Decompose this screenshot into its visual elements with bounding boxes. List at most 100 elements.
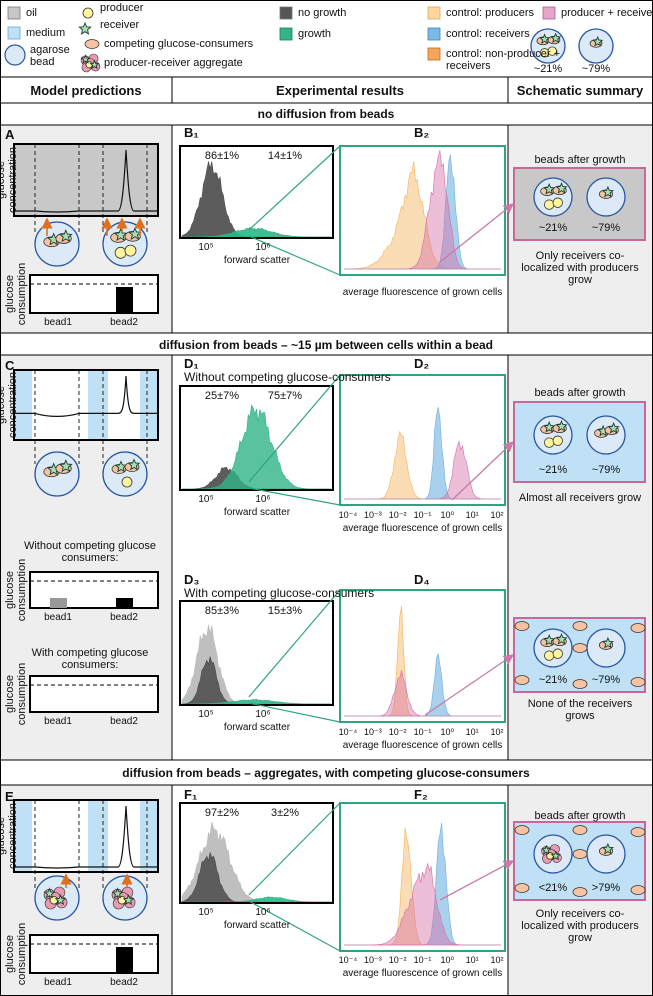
zoom-line [248,374,341,483]
consumption-frame [29,571,159,609]
label: agarose bead [30,44,70,68]
panel-letter: C [5,358,15,373]
axis-label: glucose consumption [4,662,28,726]
label: control: non-producer + receivers [446,48,561,72]
label: producer-receiver aggregate [104,57,243,69]
label: oil [26,7,38,19]
tick-label: 10⁰ [440,727,455,737]
histogram [344,605,501,717]
medium-region [14,800,32,872]
panel-letter: B₂ [414,125,430,140]
label: Schematic summary [516,83,644,98]
tick-label: 10⁻¹ [413,955,432,965]
receiver-icon [555,182,568,194]
zoom-line [248,487,341,506]
tick-label: 10⁶ [255,494,271,505]
consumer-icon [572,679,588,689]
label: ~79% [591,464,621,476]
concentration-frame [13,799,159,873]
receiver-icon [111,887,124,899]
label: ~79% [591,222,621,234]
bead [533,415,573,455]
medium-region [140,800,158,872]
zoom-line [248,702,341,723]
receiver-icon [89,59,100,70]
concentration-bg [14,370,158,440]
consumer-icon [572,621,588,631]
histogram [182,698,331,705]
tick-label: 10⁻⁴ [338,510,358,520]
label: bead1 [44,977,72,988]
tick-label: 10⁰ [440,955,455,965]
bead [102,451,148,497]
label: ~21% [533,63,563,75]
section-title: diffusion from beads – aggregates, with … [122,766,530,780]
axis-label: forward scatter [223,920,291,931]
producer-icon [114,246,127,259]
label: bead2 [110,716,138,727]
zoom-line [248,900,341,952]
histogram [344,407,501,500]
tick-label: 10⁻⁴ [338,955,358,965]
concentration-bg [14,800,158,872]
tick-label: 10² [490,510,504,520]
axis-label: average fluorescence of grown cells [342,740,503,751]
producer-icon [544,437,555,448]
bead [533,177,573,217]
axis-label: glucose concentration [0,371,19,439]
label: competing glucose-consumers [104,38,254,50]
producer-icon [121,476,133,488]
producer-icon [552,648,563,659]
consumption-frame [29,675,159,713]
tick-label: 10⁻⁴ [338,727,358,737]
zoom-line [248,145,341,231]
consumer-icon [630,885,646,895]
histogram [182,227,331,238]
label: producer [100,2,144,14]
receiver-icon [550,850,561,861]
concentration-frame [13,143,159,217]
axis-label: forward scatter [223,255,291,266]
label: ~79% [581,63,611,75]
tick-label: 10⁶ [255,907,271,918]
medium-region [140,370,158,440]
label: beads after growth [534,810,626,822]
receiver-icon [543,634,556,646]
medium-region [14,370,32,440]
tick-label: 10⁻² [388,955,407,965]
tick-label: 10⁻² [388,510,407,520]
label: growth [298,28,332,40]
label: medium [26,27,66,39]
tick-label: 10⁵ [198,494,214,505]
summary-arrow [424,654,515,716]
consumer-icon [572,643,588,653]
label: 15±3% [267,605,303,617]
tick-label: 10⁶ [255,709,271,720]
label: Model predictions [30,83,142,98]
consumer-icon [84,39,100,49]
consumer-icon [514,883,530,893]
tick-label: 10¹ [465,510,479,520]
receiver-icon [601,842,615,855]
label: no growth [298,7,347,19]
panel-letter: F₂ [414,787,428,802]
section-title: no diffusion from beads [257,107,395,121]
consumer-icon [572,825,588,835]
producer-icon [547,46,557,56]
receiver-icon [58,459,73,473]
receiver-icon [607,421,620,434]
summary-arrow [451,441,514,501]
zoom-line [248,589,341,698]
receiver-icon [58,229,73,243]
axis-label: glucose consumption [4,262,28,326]
concentration-curve [14,149,158,213]
tick-label: 10⁻¹ [413,727,432,737]
legend-swatch [427,6,441,20]
legend-swatch [279,27,293,41]
tick-label: 10⁻² [388,727,407,737]
label: >79% [591,882,621,894]
label: <21% [538,882,568,894]
scatter-frame [179,802,334,904]
consumer-icon [514,621,530,631]
producer-icon [117,895,127,905]
